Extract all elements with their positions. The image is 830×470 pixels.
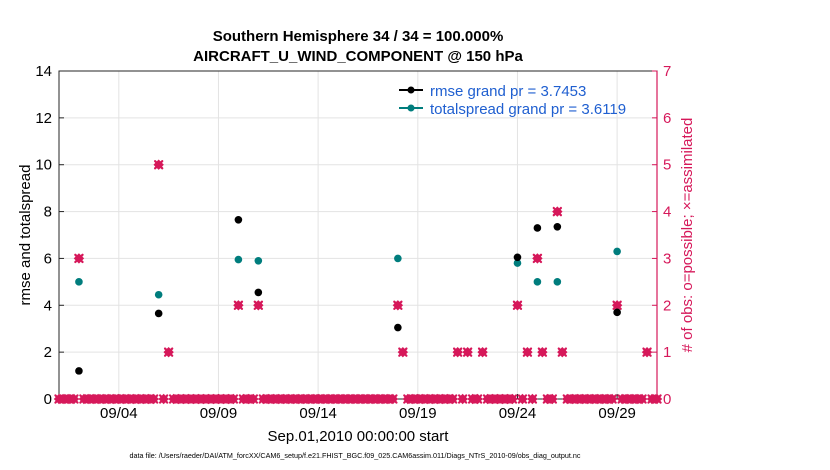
obs-zero-assimilated-marker [607, 394, 617, 404]
obs-assimilated-marker [398, 347, 408, 357]
y-left-tick-label: 4 [44, 297, 52, 314]
rmse-point [75, 367, 83, 375]
totalspread-point [254, 256, 263, 265]
y-right-tick-label: 2 [663, 297, 671, 314]
legend-rmse-label: rmse grand pr = 3.7453 [430, 83, 586, 100]
legend: rmse grand pr = 3.7453 totalspread grand… [399, 83, 626, 118]
rmse-point [513, 253, 522, 262]
obs-assimilated-marker [512, 300, 523, 310]
obs-assimilated-marker [532, 253, 543, 264]
obs-count-markers [73, 159, 653, 358]
chart-title-line1: Southern Hemisphere 34 / 34 = 100.000% [213, 28, 504, 45]
metric-markers [75, 215, 621, 375]
y-right-tick-label: 0 [663, 391, 671, 408]
obs-zero-assimilated-marker [457, 394, 468, 404]
y-right-tick-label: 3 [663, 250, 671, 267]
obs-assimilated-marker [74, 253, 84, 264]
y-axis-right-label: # of obs: o=possible; ×=assimilated [679, 118, 696, 353]
zero-obs-markers [53, 393, 663, 405]
obs-assimilated-marker [452, 347, 463, 357]
y-left-tick-label: 6 [44, 250, 52, 267]
x-tick-label: 09/29 [598, 405, 636, 422]
obs-zero-assimilated-marker [472, 394, 483, 404]
rmse-point [254, 288, 263, 297]
obs-assimilated-marker [163, 347, 174, 357]
y-right-tick-label: 1 [663, 344, 671, 361]
y-left-tick-label: 10 [35, 157, 52, 174]
rmse-point [553, 223, 562, 231]
legend-rmse-marker [407, 86, 415, 94]
y-left-tick-label: 14 [35, 63, 52, 80]
obs-assimilated-marker [477, 347, 488, 357]
totalspread-point [513, 259, 522, 267]
y-axis-right: 0 1 2 3 4 5 6 7 [652, 63, 671, 408]
rmse-point [154, 309, 163, 318]
x-axis-label: Sep.01,2010 00:00:00 start [268, 428, 450, 445]
obs-zero-assimilated-marker [69, 394, 79, 404]
obs-zero-assimilated-marker [507, 394, 518, 404]
x-tick-label: 09/04 [100, 405, 138, 422]
obs-assimilated-marker [612, 300, 622, 310]
obs-assimilated-marker [462, 347, 473, 357]
legend-totalspread-label: totalspread grand pr = 3.6119 [430, 101, 626, 118]
totalspread-point [234, 255, 243, 264]
obs-zero-assimilated-marker [228, 394, 239, 404]
obs-assimilated-marker [393, 300, 403, 310]
y-right-tick-label: 5 [663, 157, 671, 174]
rmse-point [533, 224, 542, 232]
rmse-point [234, 215, 243, 224]
obs-zero-assimilated-marker [388, 394, 398, 404]
obs-zero-assimilated-marker [517, 394, 528, 404]
x-tick-label: 09/24 [499, 405, 537, 422]
rmse-point [394, 323, 402, 332]
y-left-tick-label: 2 [44, 344, 52, 361]
obs-zero-assimilated-marker [248, 394, 259, 404]
x-tick-label: 09/09 [200, 405, 238, 422]
y-left-tick-label: 8 [44, 204, 52, 221]
obs-zero-assimilated-marker [447, 394, 458, 404]
obs-zero-assimilated-marker [637, 394, 647, 404]
legend-totalspread-marker [407, 104, 415, 112]
y-right-tick-label: 4 [663, 204, 671, 221]
y-left-tick-label: 0 [44, 391, 52, 408]
x-tick-label: 09/19 [399, 405, 437, 422]
obs-zero-assimilated-marker [158, 394, 169, 404]
footer-data-file: data file: /Users/raeder/DAI/ATM_forcXX/… [130, 451, 581, 460]
totalspread-point [613, 247, 621, 256]
x-tick-label: 09/14 [299, 405, 337, 422]
obs-assimilated-marker [537, 347, 548, 357]
y-right-tick-label: 7 [663, 63, 671, 80]
obs-assimilated-marker [153, 160, 164, 170]
obs-zero-assimilated-marker [547, 394, 558, 404]
obs-assimilated-marker [522, 347, 533, 357]
x-axis: 09/04 09/09 09/14 09/19 09/24 09/29 [100, 394, 636, 422]
obs-assimilated-marker [233, 300, 244, 310]
rmse-point [613, 308, 621, 317]
obs-assimilated-marker [253, 300, 264, 310]
obs-zero-assimilated-marker [527, 394, 538, 404]
obs-zero-assimilated-marker [652, 394, 662, 404]
totalspread-point [154, 290, 163, 299]
obs-assimilated-marker [552, 206, 563, 217]
y-right-tick-label: 6 [663, 110, 671, 127]
totalspread-point [533, 278, 542, 286]
obs-zero-assimilated-marker [148, 394, 159, 404]
y-left-tick-label: 12 [35, 110, 52, 127]
chart-title-line2: AIRCRAFT_U_WIND_COMPONENT @ 150 hPa [193, 48, 523, 65]
obs-assimilated-marker [557, 347, 568, 357]
y-axis-left: 0 2 4 6 8 10 12 14 [35, 63, 64, 408]
totalspread-point [394, 254, 402, 263]
totalspread-point [553, 278, 562, 286]
totalspread-point [75, 278, 83, 286]
y-axis-left-label: rmse and totalspread [17, 165, 34, 306]
obs-assimilated-marker [642, 347, 652, 357]
